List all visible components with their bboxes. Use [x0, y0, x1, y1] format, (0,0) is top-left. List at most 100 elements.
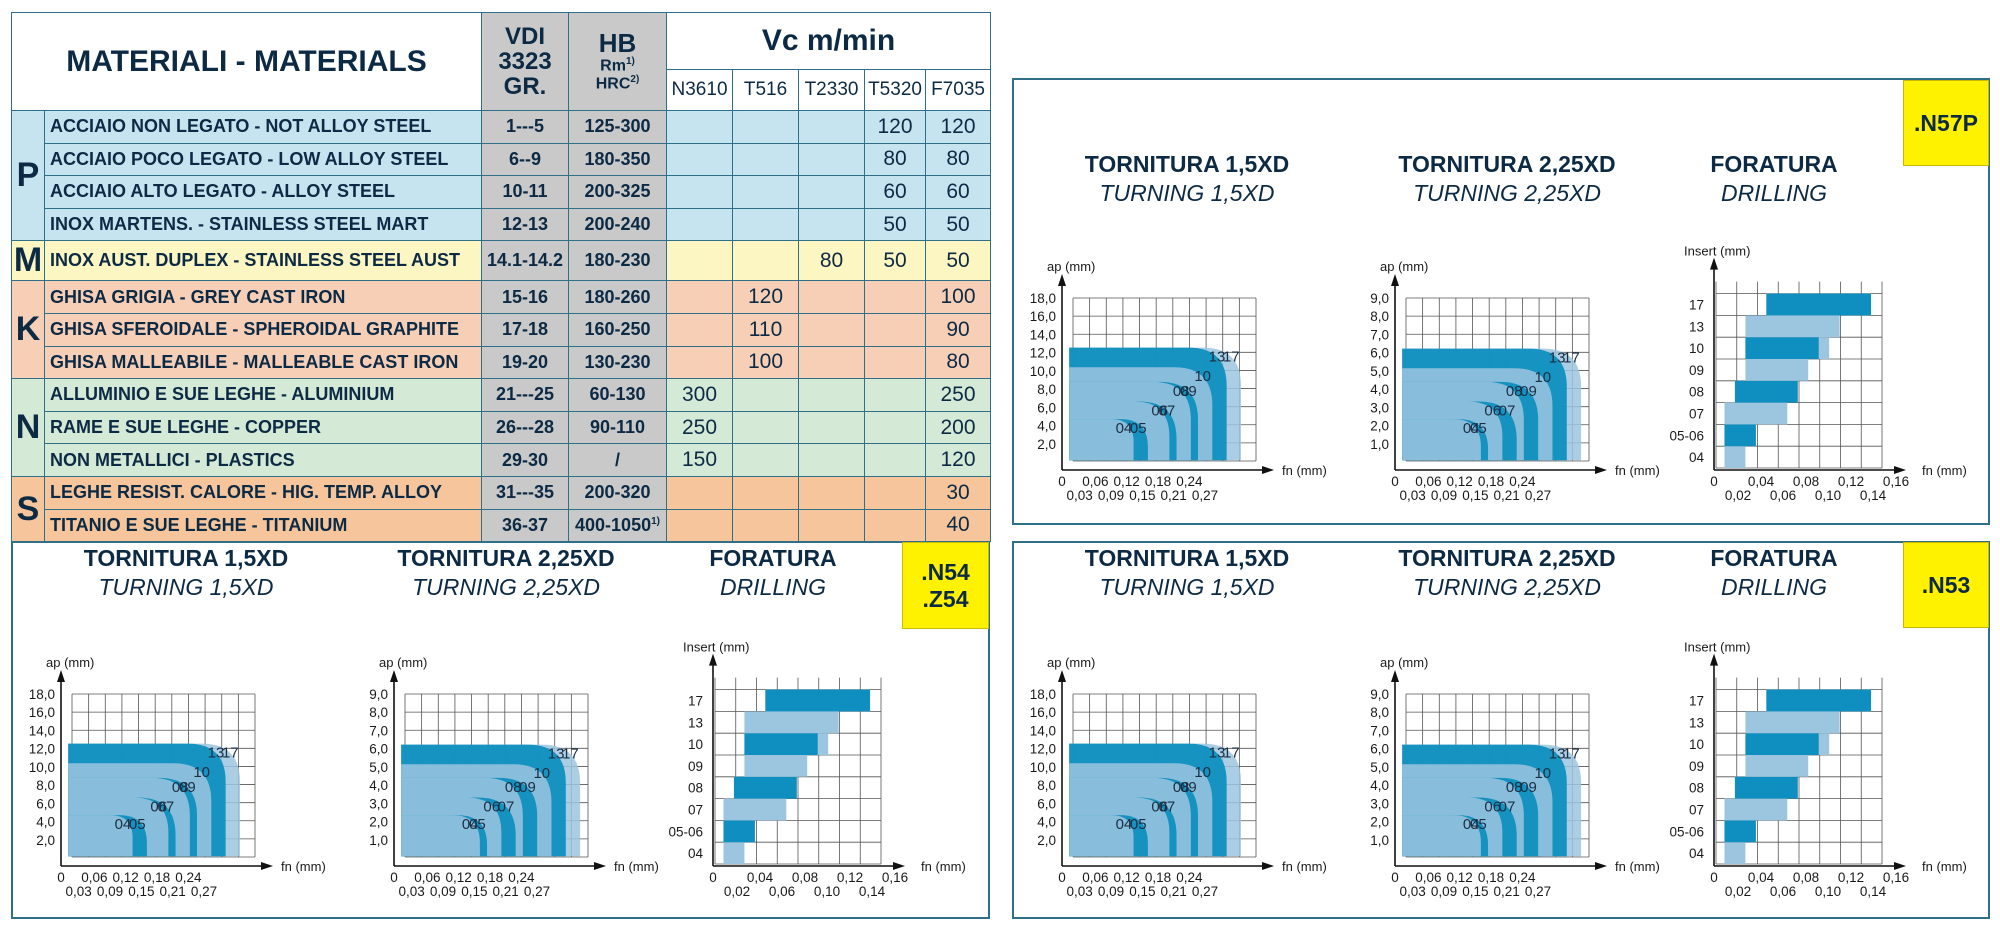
table-row: RAME E SUE LEGHE - COPPER 26---28 90-110 25… [12, 410, 992, 445]
vc-value: 80 [925, 142, 992, 177]
vc-value [798, 142, 866, 177]
vc-value [864, 312, 927, 347]
hb-range: 180-230 [568, 240, 668, 282]
vc-value: 80 [925, 345, 992, 380]
vc-value [666, 345, 734, 380]
vc-value [666, 110, 734, 144]
material-name: ACCIAIO NON LEGATO - NOT ALLOY STEEL [43, 110, 483, 144]
hb-value: / [615, 449, 621, 470]
material-name: LEGHE RESIST. CALORE - HIG. TEMP. ALLOY [43, 475, 483, 510]
table-row: TITANIO E SUE LEGHE - TITANIUM 36-37 400-1… [12, 508, 992, 543]
badge-label: .N54 [921, 559, 970, 586]
table-row: GHISA MALLEABILE - MALLEABLE CAST IRON 19… [12, 345, 992, 380]
hb-value: 200-325 [584, 181, 651, 202]
vc-value [798, 312, 866, 347]
vc-value: 100 [732, 345, 800, 380]
hb-sup: 1) [651, 515, 660, 527]
hb-range: 60-130 [568, 378, 668, 412]
table-row: GHISA SFEROIDALE - SPHEROIDAL GRAPHITE 17… [12, 312, 992, 347]
vc-value [666, 475, 734, 510]
hb-value: 90-110 [589, 417, 646, 438]
hb-range: / [568, 443, 668, 477]
vc-value [798, 378, 866, 412]
vc-value: 110 [732, 312, 800, 347]
table-title: MATERIALI - MATERIALS [10, 12, 483, 111]
group-letter: M [11, 240, 45, 282]
vc-value: 150 [666, 443, 734, 477]
vdi-header: VDI 3323 GR. [481, 12, 570, 111]
rm-line: Rm1) [570, 56, 666, 75]
rm-label: Rm [600, 57, 626, 75]
group-letter: N [11, 378, 45, 477]
vdi-group: 29-30 [481, 443, 570, 477]
vc-value: 120 [925, 443, 992, 477]
vc-value [798, 110, 866, 144]
vdi-header-line: GR. [503, 73, 547, 101]
vc-value [732, 475, 800, 510]
vc-value [864, 508, 927, 543]
hb-range: 200-320 [568, 475, 668, 510]
hb-value: 180-230 [584, 250, 651, 271]
vc-value: 60 [864, 175, 927, 209]
hb-value: 400-1050 [575, 514, 652, 535]
vc-value [666, 508, 734, 543]
vc-value [732, 175, 800, 209]
material-name: TITANIO E SUE LEGHE - TITANIUM [43, 508, 483, 543]
table-row: K GHISA GRIGIA - GREY CAST IRON 15-16 180-2… [11, 280, 992, 380]
material-name: RAME E SUE LEGHE - COPPER [43, 410, 483, 445]
vc-header: Vc m/min [666, 12, 992, 70]
hb-range: 130-230 [568, 345, 668, 380]
rm-sup: 1) [625, 56, 635, 68]
vc-value [864, 345, 927, 380]
panel-n54 [11, 541, 990, 919]
vc-value [732, 443, 800, 477]
vc-value: 120 [732, 280, 800, 314]
vc-value: 50 [864, 207, 927, 242]
table-row: P ACCIAIO NON LEGATO - NOT ALLOY STEEL 1--… [11, 109, 992, 242]
vc-value [798, 280, 866, 314]
vc-value [732, 410, 800, 445]
vc-value [666, 142, 734, 177]
material-name: ACCIAIO ALTO LEGATO - ALLOY STEEL [43, 175, 483, 209]
material-name: ALLUMINIO E SUE LEGHE - ALUMINIUM [43, 378, 483, 412]
hrc-sup: 2) [630, 74, 640, 86]
vdi-group: 26---28 [481, 410, 570, 445]
vc-value [732, 240, 800, 282]
vc-value: 300 [666, 378, 734, 412]
material-name: GHISA MALLEABILE - MALLEABLE CAST IRON [43, 345, 483, 380]
table-row: ACCIAIO POCO LEGATO - LOW ALLOY STEEL 6--… [12, 142, 992, 177]
vc-value [864, 280, 927, 314]
badge-label: .Z54 [922, 585, 969, 612]
vc-value: 40 [925, 508, 992, 543]
hb-range: 400-10501) [568, 508, 668, 543]
grade-code-header: F7035 [925, 69, 992, 111]
vc-value: 60 [925, 175, 992, 209]
vc-value [666, 312, 734, 347]
vc-value [864, 410, 927, 445]
vc-value: 200 [925, 410, 992, 445]
hb-value: 200-240 [584, 214, 651, 235]
panel-n53 [1012, 541, 1990, 919]
vc-value: 50 [925, 207, 992, 242]
vc-value: 90 [925, 312, 992, 347]
vc-value [666, 280, 734, 314]
vc-value: 80 [798, 240, 866, 282]
vc-value: 250 [925, 378, 992, 412]
vdi-group: 36-37 [481, 508, 570, 543]
vdi-group: 31---35 [481, 475, 570, 510]
vc-value [798, 345, 866, 380]
vc-value: 50 [864, 240, 927, 282]
vc-value [864, 475, 927, 510]
material-name: ACCIAIO POCO LEGATO - LOW ALLOY STEEL [43, 142, 483, 177]
vdi-group: 6--9 [481, 142, 570, 177]
hb-range: 180-350 [568, 142, 668, 177]
vdi-group: 10-11 [481, 175, 570, 209]
vc-value: 80 [864, 142, 927, 177]
vdi-group: 15-16 [481, 280, 570, 314]
hrc-line: HRC2) [570, 74, 666, 93]
grade-code-header: N3610 [666, 69, 734, 111]
table-row: NON METALLICI - PLASTICS 29-30 / 150 120 [12, 443, 992, 477]
grade-code-header: T516 [732, 69, 800, 111]
vc-value: 120 [925, 110, 992, 144]
table-row: M INOX AUST. DUPLEX - STAINLESS STEEL AUS… [11, 240, 992, 282]
